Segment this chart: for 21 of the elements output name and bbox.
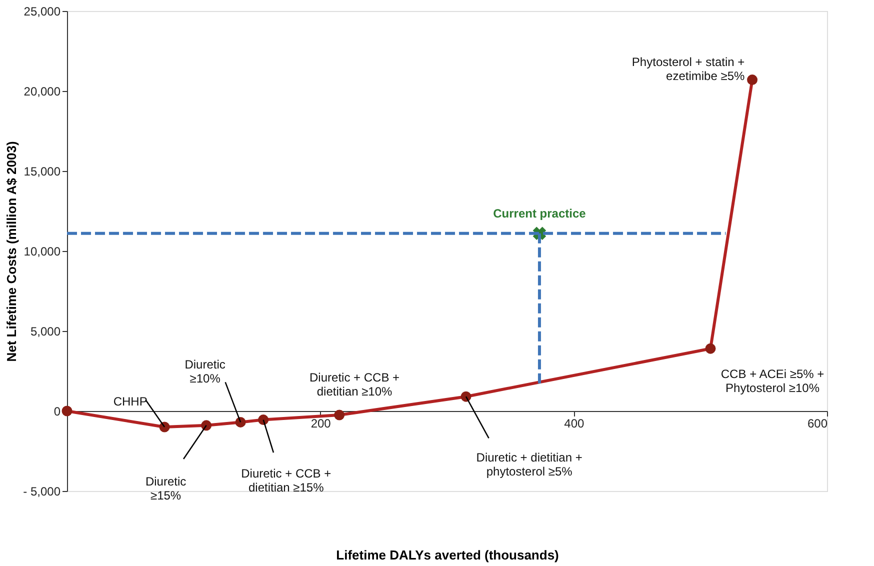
series-label: Current practice	[493, 206, 586, 220]
y-tick-label: 25,000	[24, 4, 61, 18]
y-tick-label: - 5,000	[23, 484, 61, 498]
annotation: Diuretic + CCB + dietitian ≥15%	[241, 466, 332, 494]
x-tick-label: 200	[310, 416, 332, 430]
x-tick-label: 600	[807, 416, 828, 430]
y-tick-label: 20,000	[24, 84, 61, 98]
annotation: Diuretic + dietitian + phytosterol ≥5%	[476, 450, 582, 478]
y-axis-title: Net Lifetime Costs (million A$ 2003)	[4, 141, 20, 362]
annotation: Diuretic ≥15%	[145, 474, 186, 502]
x-tick-label: 400	[564, 416, 584, 430]
y-tick-label: 15,000	[24, 164, 61, 178]
annotation: Diuretic ≥10%	[184, 358, 226, 386]
annotation: Phytosterol + statin + ezetimibe ≥5%	[632, 55, 745, 84]
annotation: CHHP	[113, 394, 148, 408]
y-tick-label: 0	[54, 404, 61, 418]
annotation: Diuretic + CCB + dietitian ≥10%	[310, 370, 400, 398]
x-axis-title: Lifetime DALYs averted (thousands)	[336, 548, 559, 562]
annotation: CCB + ACEi ≥5% + Phytosterol ≥10%	[720, 367, 824, 396]
y-tick-label: 5,000	[30, 324, 61, 338]
y-tick-label: 10,000	[24, 244, 61, 258]
